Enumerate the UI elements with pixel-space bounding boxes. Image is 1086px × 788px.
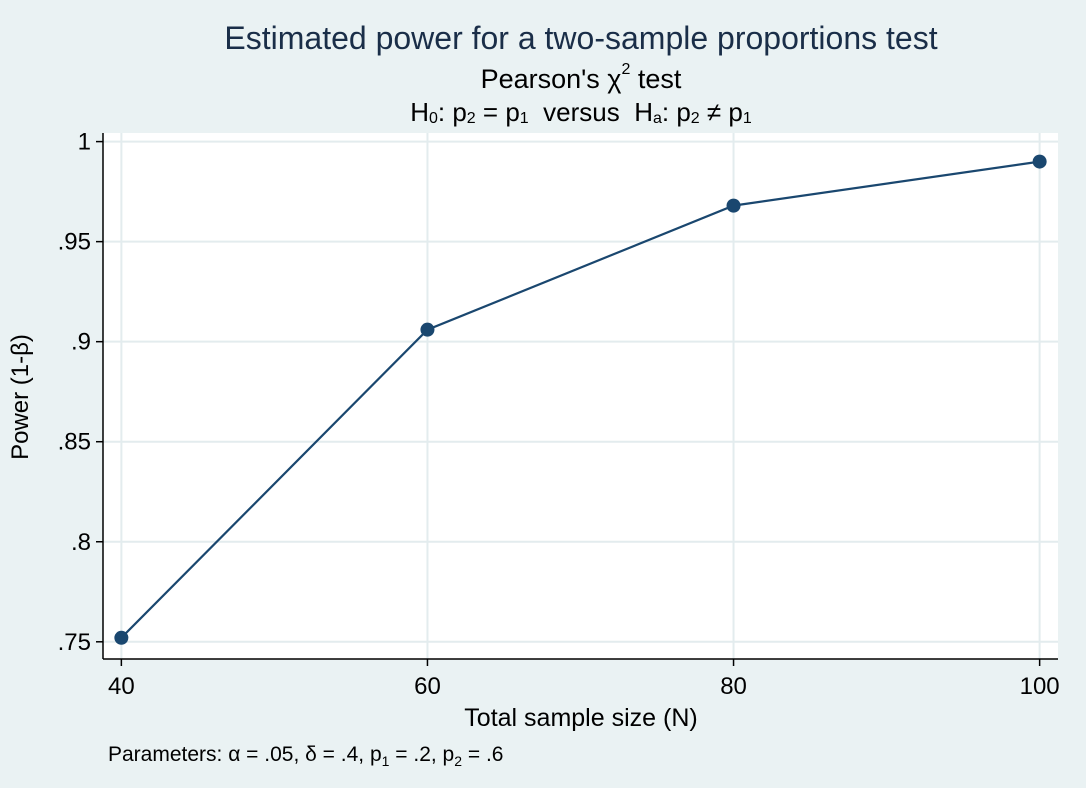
data-point <box>1032 154 1047 169</box>
h0-equals: = p <box>475 97 520 127</box>
chart-title: Estimated power for a two-sample proport… <box>224 20 938 56</box>
y-tick-label: .85 <box>58 429 91 456</box>
x-tick-label: 60 <box>414 673 441 700</box>
note-p2-subscript: 2 <box>454 753 463 770</box>
ha-text: : p <box>661 97 691 127</box>
y-tick-label: .75 <box>58 629 91 656</box>
ha-not-equals: ≠ p <box>699 97 743 127</box>
x-tick-label: 80 <box>720 673 747 700</box>
axes <box>96 133 1058 666</box>
h0-p1-subscript: 1 <box>519 110 529 127</box>
power-line <box>120 160 1040 639</box>
y-tick-label: 1 <box>78 129 91 156</box>
h0-text: : p <box>437 97 467 127</box>
hypothesis-line: H0: p2 = p1 versus Ha: p2 ≠ p1 <box>0 97 1086 128</box>
x-axis-label: Total sample size (N) <box>464 704 698 732</box>
data-series <box>114 154 1047 645</box>
h0-subscript: 0 <box>428 110 438 127</box>
note-mid: = .2, p <box>389 743 455 766</box>
y-axis-label: Power (1-β) <box>7 334 34 460</box>
data-point <box>420 322 435 337</box>
subtitle-superscript: 2 <box>621 61 631 78</box>
versus-text: versus <box>528 97 635 127</box>
note-prefix: Parameters: α = .05, δ = .4, p <box>108 743 382 766</box>
data-point <box>114 630 129 645</box>
note-suffix: = .6 <box>462 743 504 766</box>
grid-lines <box>103 133 1058 659</box>
h0-symbol: H <box>410 97 429 127</box>
subtitle-prefix: Pearson's χ <box>480 64 622 94</box>
plot-area <box>103 133 1058 659</box>
chart-subtitle: Pearson's χ2 test <box>0 61 1086 95</box>
tick-labels: 1 .95 .9 .85 .8 .75 40 60 80 100 <box>58 129 1060 700</box>
y-tick-label: .8 <box>71 529 91 556</box>
x-tick-label: 40 <box>108 673 135 700</box>
subtitle-suffix: test <box>630 64 682 94</box>
ha-p1-subscript: 1 <box>742 110 752 127</box>
parameters-note: Parameters: α = .05, δ = .4, p1 = .2, p2… <box>108 743 503 769</box>
ha-subscript: a <box>652 110 662 127</box>
y-tick-label: .95 <box>58 229 91 256</box>
h0-p2-subscript: 2 <box>466 110 476 127</box>
ha-symbol: H <box>634 97 653 127</box>
data-point <box>726 198 741 213</box>
x-tick-label: 100 <box>1020 673 1060 700</box>
note-p1-subscript: 1 <box>381 753 390 770</box>
ha-p2-subscript: 2 <box>690 110 700 127</box>
y-tick-label: .9 <box>71 329 91 356</box>
